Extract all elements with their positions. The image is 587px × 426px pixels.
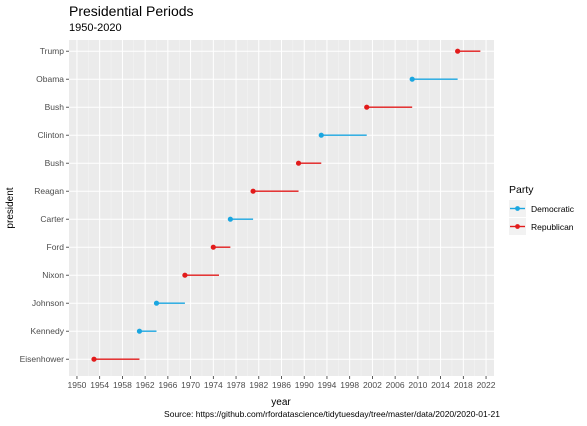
y-tick-label: Johnson (32, 298, 64, 308)
term-start-point (250, 188, 256, 194)
x-tick-label: 1994 (317, 380, 336, 390)
x-tick-label: 2006 (386, 380, 405, 390)
x-tick-label: 1978 (227, 380, 246, 390)
y-axis-label: president (5, 187, 16, 228)
x-tick-label: 1982 (249, 380, 268, 390)
y-tick-label: Nixon (42, 270, 64, 280)
x-tick-label: 2018 (454, 380, 473, 390)
legend-label: Republican (531, 222, 574, 232)
legend: Party Democratic Republican (509, 184, 575, 235)
x-tick-label: 1974 (204, 380, 223, 390)
term-start-point (210, 244, 216, 250)
term-start-point (91, 356, 97, 362)
legend-label: Democratic (531, 204, 575, 214)
y-tick-label: Obama (36, 74, 64, 84)
y-tick-label: Trump (40, 46, 65, 56)
plot-panel (69, 40, 494, 376)
x-tick-label: 1998 (340, 380, 359, 390)
term-start-point (318, 132, 324, 138)
x-tick-label: 2014 (431, 380, 450, 390)
y-tick-label: Clinton (38, 130, 65, 140)
y-tick-label: Carter (40, 214, 64, 224)
y-tick-label: Bush (45, 102, 65, 112)
legend-title: Party (509, 184, 534, 196)
x-tick-label: 1986 (272, 380, 291, 390)
x-tick-label: 2022 (477, 380, 496, 390)
x-tick-label: 2002 (363, 380, 382, 390)
x-tick-label: 1966 (158, 380, 177, 390)
y-tick-label: Kennedy (30, 326, 64, 336)
term-start-point (364, 104, 370, 110)
chart-caption: Source: https://github.com/rfordatascien… (164, 409, 500, 419)
term-start-point (409, 76, 415, 82)
chart-title: Presidential Periods (69, 3, 194, 19)
legend-key-point (515, 206, 520, 211)
term-start-point (455, 48, 461, 54)
term-start-point (227, 216, 233, 222)
y-tick-label: Reagan (34, 186, 64, 196)
x-tick-label: 1954 (90, 380, 109, 390)
x-tick-label: 1958 (113, 380, 132, 390)
x-tick-label: 1970 (181, 380, 200, 390)
x-tick-label: 1990 (295, 380, 314, 390)
legend-key-point (515, 224, 520, 229)
chart-subtitle: 1950-2020 (69, 22, 122, 34)
x-axis-label: year (271, 397, 291, 408)
term-start-point (295, 160, 302, 166)
y-tick-label: Bush (45, 158, 65, 168)
x-tick-label: 1962 (136, 380, 155, 390)
term-start-point (136, 328, 143, 334)
x-tick-label: 2010 (408, 380, 427, 390)
term-start-point (153, 300, 160, 306)
y-tick-label: Ford (47, 242, 65, 252)
y-tick-label: Eisenhower (20, 354, 65, 364)
x-tick-label: 1950 (67, 380, 86, 390)
term-start-point (182, 272, 188, 278)
